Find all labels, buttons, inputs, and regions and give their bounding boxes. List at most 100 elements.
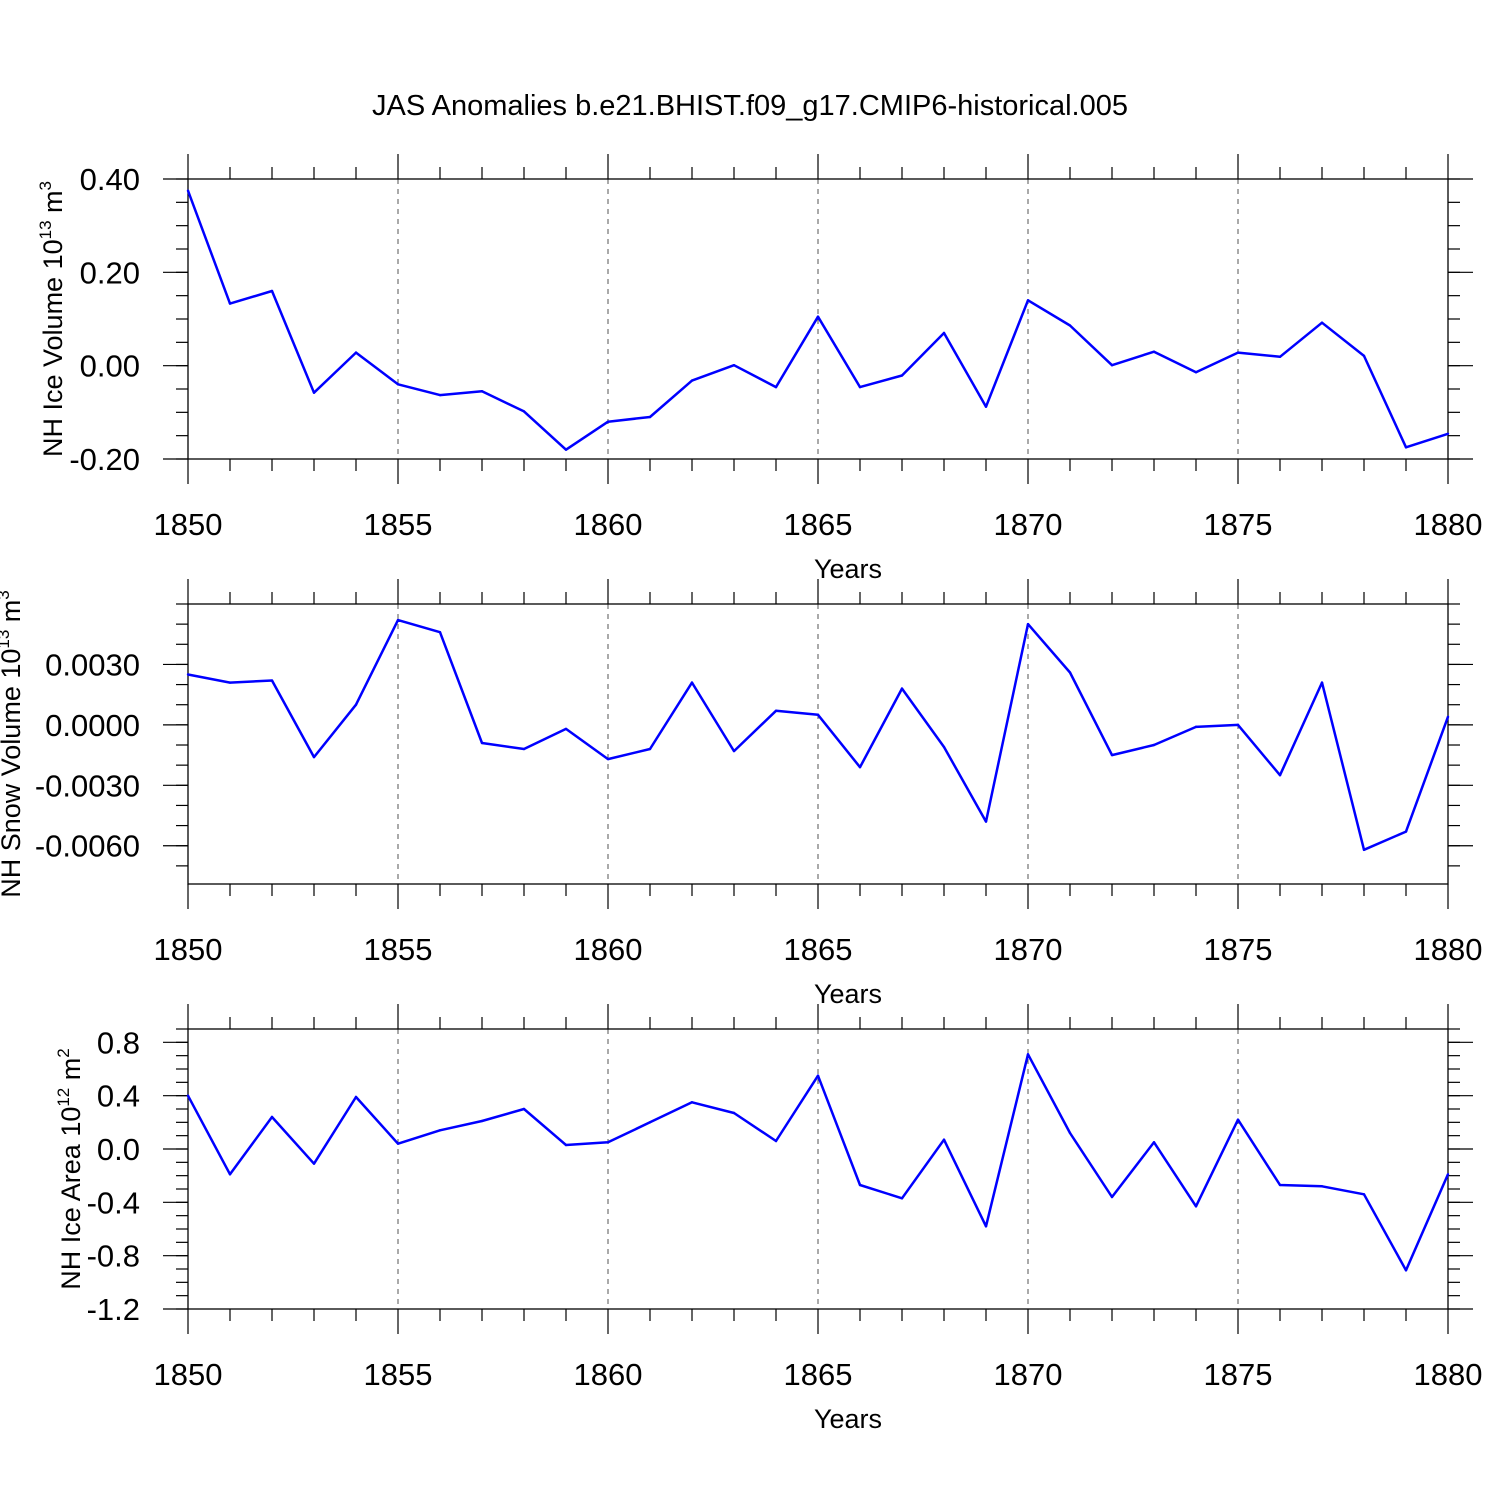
y-axis-label-unit: m [56,1058,86,1088]
x-tick-label: 1855 [364,932,433,967]
data-point [354,1095,358,1099]
data-point [1026,622,1030,626]
data-point [1026,1053,1030,1056]
data-point [438,631,442,634]
data-point [1404,830,1408,833]
x-tick-label: 1865 [784,507,853,542]
x-tick-label: 1865 [784,932,853,967]
data-point [1194,1205,1198,1208]
data-point [186,189,190,192]
panel-3: 1850 1855 1860 1865 1870 1875 1880 Years 0.8 0.4 0… [54,1004,1482,1434]
data-point [648,1121,652,1124]
data-point [480,741,484,745]
data-point [984,820,988,823]
x-tick-label: 1855 [364,507,433,542]
y-tick-label: 0.00 [80,349,140,384]
data-point [1236,351,1240,354]
y-tick-label: -0.4 [87,1185,140,1220]
data-point [564,448,568,451]
y-axis-label-sup: 13 [0,630,13,649]
y-tick-label: 0.0000 [45,708,140,743]
data-point [984,405,988,408]
y-axis-label-sup: 12 [54,1088,73,1107]
data-point [648,415,652,419]
data-point [228,1173,232,1176]
x-tick-label: 1875 [1204,507,1273,542]
data-point [186,1094,190,1097]
data-point [396,618,400,622]
x-tick-label: 1860 [574,932,643,967]
data-point [312,391,316,394]
data-point [1278,774,1282,777]
y-axis-label-unit_sup: 2 [54,1048,73,1057]
data-point [774,385,778,389]
data-point [270,1115,274,1119]
data-point [1362,848,1366,851]
data-point [606,1141,610,1144]
data-point [228,302,232,305]
data-point [816,713,820,716]
data-point [354,351,358,354]
x-tick-label: 1850 [154,1357,223,1392]
data-point [1068,671,1072,674]
data-point [648,747,652,751]
y-axis-label: NH Snow Volume 1013 m3 [0,590,26,898]
y-axis-label-text: NH Snow Volume 10 [0,649,26,898]
x-axis-label: Years [814,554,882,584]
data-point [1278,1183,1282,1187]
y-axis-label-text: NH Ice Volume 10 [38,239,68,457]
x-tick-label: 1850 [154,507,223,542]
y-tick-label: 0.4 [97,1079,140,1114]
x-tick-label: 1880 [1414,1357,1483,1392]
data-point [774,1139,778,1143]
data-point [690,681,694,684]
y-tick-label: 0.0030 [45,647,140,682]
data-point [858,385,862,389]
y-axis-label-unit_sup: 3 [36,181,55,190]
y-axis-label-unit: m [0,600,26,630]
y-axis-label-sup: 13 [36,220,55,239]
x-tick-label: 1855 [364,1357,433,1392]
data-point [1446,715,1450,719]
y-tick-label: 0.8 [97,1025,140,1060]
data-point [1110,364,1114,367]
data-point [1152,350,1156,353]
y-tick-label: 0.40 [80,162,140,197]
x-axis-label: Years [814,979,882,1009]
data-point [396,383,400,386]
data-point [1362,1193,1366,1196]
data-point [1236,723,1240,727]
data-point [1320,681,1324,684]
x-tick-label: 1870 [994,932,1063,967]
data-point [312,1162,316,1165]
data-point [858,765,862,769]
data-point [1194,725,1198,729]
data-point [1068,324,1072,327]
data-point [1152,1141,1156,1144]
x-tick-label: 1875 [1204,1357,1273,1392]
y-tick-label: -0.0060 [35,829,140,864]
data-point [396,1142,400,1145]
data-point [312,755,316,759]
data-point [732,749,736,753]
data-point [690,1101,694,1104]
data-point [1446,1173,1450,1176]
x-tick-label: 1880 [1414,507,1483,542]
data-point [438,1129,442,1132]
y-axis-label-unit: m [38,190,68,220]
data-point [1026,299,1030,302]
data-point [186,673,190,676]
x-tick-label: 1860 [574,1357,643,1392]
y-tick-label: -1.2 [87,1292,140,1327]
data-point [942,1138,946,1141]
y-axis-label: NH Ice Volume 1013 m3 [36,181,68,457]
data-point [984,1225,988,1228]
data-point [816,1074,820,1077]
data-point [732,1111,736,1115]
data-point [1320,1185,1324,1188]
data-point [1320,321,1324,324]
data-point [1236,1118,1240,1121]
data-point [900,374,904,377]
data-point [1404,446,1408,449]
